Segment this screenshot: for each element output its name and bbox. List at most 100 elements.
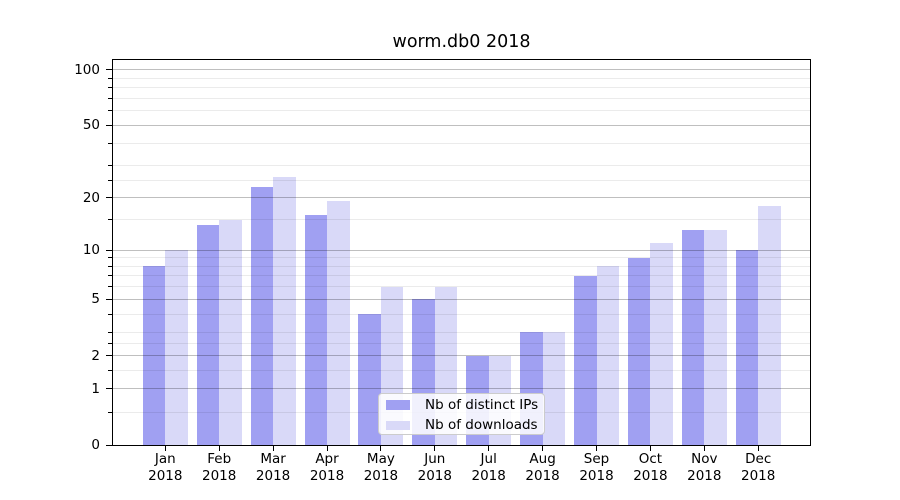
bar-nb-of-downloads-nov (704, 230, 727, 445)
legend-swatch (386, 420, 410, 431)
x-tick-month: Jan (154, 451, 176, 467)
y-tick-mark (105, 444, 112, 446)
x-tick-mark (434, 446, 436, 451)
legend-label: Nb of distinct IPs (425, 397, 539, 414)
y-tick-mark (105, 298, 112, 300)
x-tick-label: Apr 2018 (292, 451, 362, 485)
x-tick-year: 2018 (741, 468, 776, 484)
y-tick-mark (105, 388, 112, 390)
y-minor-tick-mark (108, 142, 112, 144)
x-tick-mark (488, 446, 490, 451)
y-tick-label: 5 (91, 291, 100, 308)
bar-nb-of-distinct-ips-jan (142, 266, 166, 445)
x-tick-year: 2018 (687, 468, 722, 484)
bar-nb-of-distinct-ips-nov (681, 230, 705, 445)
y-minor-tick-mark (108, 110, 112, 112)
chart-title: worm.db0 2018 (392, 32, 531, 52)
y-minor-tick-mark (108, 331, 112, 333)
x-tick-month: Feb (207, 451, 232, 467)
y-tick-label: 2 (91, 347, 100, 364)
y-minor-tick-mark (108, 342, 112, 344)
legend-label: Nb of downloads (425, 417, 538, 434)
x-tick-mark (164, 446, 166, 451)
x-tick-label: Aug 2018 (508, 451, 578, 485)
y-tick-label: 20 (82, 189, 100, 206)
y-minor-tick-mark (108, 275, 112, 277)
y-minor-tick-mark (108, 219, 112, 221)
x-tick-year: 2018 (148, 468, 183, 484)
y-minor-tick-mark (108, 411, 112, 413)
x-tick-month: Apr (315, 451, 339, 467)
x-tick-label: Oct 2018 (615, 451, 685, 485)
x-tick-month: Oct (638, 451, 663, 467)
x-tick-mark (218, 446, 220, 451)
x-tick-month: Jul (480, 451, 497, 467)
legend: Nb of distinct IPs Nb of downloads (378, 393, 545, 435)
x-tick-label: Jan 2018 (130, 451, 200, 485)
x-tick-month: Jun (424, 451, 446, 467)
x-tick-month: Mar (260, 451, 286, 467)
x-tick-label: Dec 2018 (723, 451, 793, 485)
y-tick-mark (105, 249, 112, 251)
x-tick-month: Sep (583, 451, 610, 467)
y-minor-tick-mark (108, 87, 112, 89)
bar-nb-of-downloads-sep (596, 266, 619, 445)
bar-nb-of-distinct-ips-dec (735, 250, 759, 445)
y-tick-label: 1 (91, 380, 100, 397)
x-tick-mark (326, 446, 328, 451)
x-tick-year: 2018 (525, 468, 560, 484)
x-tick-label: Feb 2018 (184, 451, 254, 485)
bar-nb-of-distinct-ips-may (358, 314, 381, 445)
bar-nb-of-distinct-ips-mar (250, 186, 274, 445)
x-tick-mark (542, 446, 544, 451)
y-minor-tick-mark (108, 179, 112, 181)
x-tick-label: Sep 2018 (562, 451, 632, 485)
bar-nb-of-downloads-jan (165, 250, 188, 445)
y-tick-mark (105, 124, 112, 126)
plot-area: Nb of distinct IPs Nb of downloads (112, 59, 811, 446)
y-minor-tick-mark (108, 257, 112, 259)
x-tick-label: Jul 2018 (454, 451, 524, 485)
legend-swatch (386, 400, 410, 410)
x-tick-month: Nov (691, 451, 718, 467)
x-tick-year: 2018 (309, 468, 345, 484)
y-tick-label: 0 (91, 437, 100, 453)
bar-nb-of-distinct-ips-apr (304, 214, 327, 445)
x-tick-year: 2018 (202, 468, 237, 484)
x-tick-mark (272, 446, 274, 451)
x-tick-label: Nov 2018 (669, 451, 739, 485)
x-tick-year: 2018 (417, 468, 452, 484)
y-minor-tick-mark (108, 77, 112, 79)
x-tick-month: Aug (529, 451, 556, 467)
y-tick-label: 10 (82, 242, 100, 259)
y-minor-tick-mark (108, 97, 112, 99)
legend-entry-nb-of-downloads: Nb of downloads (379, 415, 544, 435)
y-minor-tick-mark (108, 165, 112, 167)
y-minor-tick-mark (108, 265, 112, 267)
x-tick-month: May (366, 451, 395, 467)
y-minor-tick-mark (108, 286, 112, 288)
y-tick-mark (105, 197, 112, 198)
x-tick-year: 2018 (633, 468, 668, 484)
bars-layer (113, 60, 810, 445)
y-minor-tick-mark (108, 370, 112, 372)
y-tick-label: 50 (82, 117, 100, 134)
x-tick-label: May 2018 (346, 451, 416, 485)
x-tick-label: Jun 2018 (400, 451, 470, 485)
x-tick-mark (757, 446, 759, 451)
x-tick-month: Dec (745, 451, 772, 467)
x-tick-year: 2018 (579, 468, 614, 484)
legend-entry-nb-of-distinct-ips: Nb of distinct IPs (379, 395, 544, 415)
x-tick-mark (596, 446, 597, 451)
x-tick-year: 2018 (255, 468, 291, 484)
bar-nb-of-downloads-oct (650, 243, 673, 445)
y-tick-mark (105, 355, 112, 357)
bar-nb-of-distinct-ips-feb (196, 224, 220, 445)
bar-nb-of-distinct-ips-oct (627, 257, 651, 445)
x-tick-mark (649, 446, 651, 451)
bar-nb-of-downloads-dec (758, 205, 781, 445)
bar-nb-of-distinct-ips-sep (574, 275, 597, 445)
bar-nb-of-downloads-aug (542, 332, 566, 445)
x-tick-year: 2018 (471, 468, 506, 484)
